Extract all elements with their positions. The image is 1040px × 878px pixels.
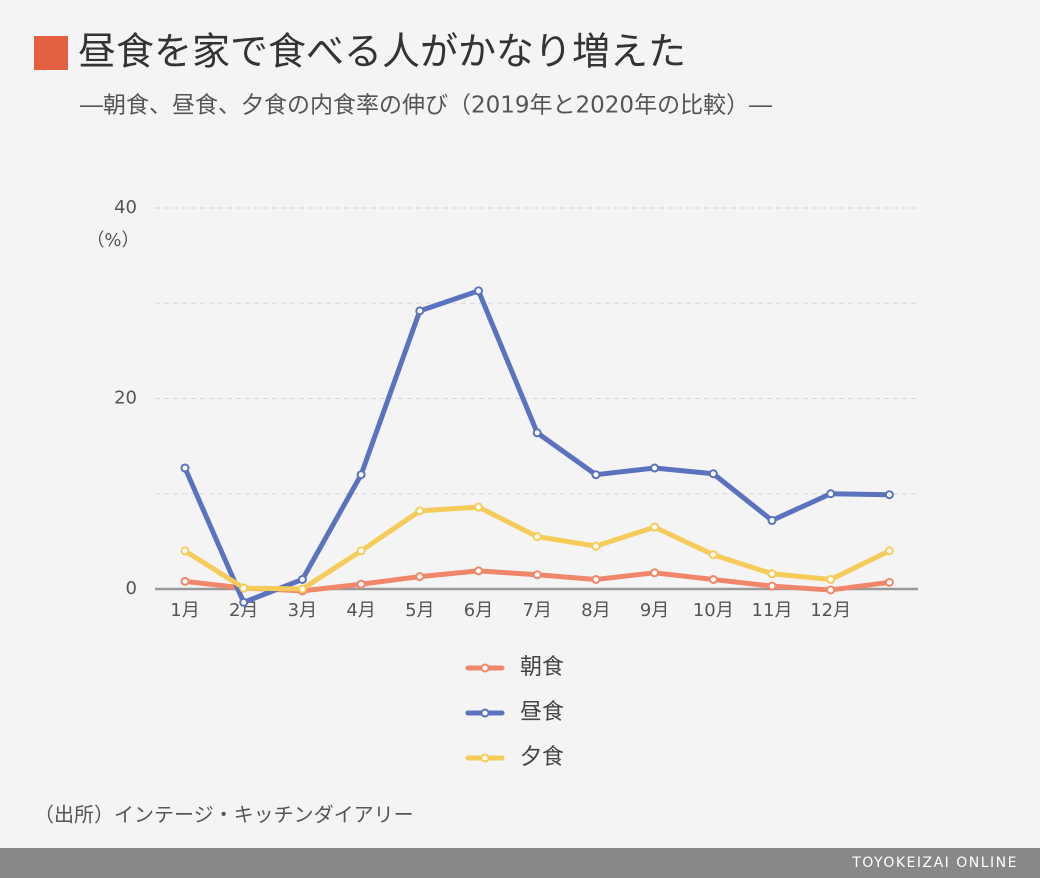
point xyxy=(415,572,425,582)
point xyxy=(767,515,777,525)
point xyxy=(708,574,718,584)
point xyxy=(297,574,307,584)
point xyxy=(591,574,601,584)
point xyxy=(591,541,601,551)
x-tick-label: 10月 xyxy=(693,600,734,621)
chart-subtitle: ―朝食、昼食、夕食の内食率の伸び（2019年と2020年の比較）― xyxy=(80,93,772,119)
point xyxy=(532,570,542,580)
x-tick-label: 12月 xyxy=(810,600,851,621)
x-tick-label: 6月 xyxy=(464,600,493,621)
x-tick-label: 3月 xyxy=(288,600,317,621)
y-unit: （%） xyxy=(86,230,139,251)
point xyxy=(356,470,366,480)
legend-label: 夕食 xyxy=(520,745,564,770)
point xyxy=(591,470,601,480)
point xyxy=(356,579,366,589)
legend-label: 朝食 xyxy=(520,655,564,680)
x-tick-label: 4月 xyxy=(346,600,375,621)
legend-marker xyxy=(480,663,490,673)
y-tick-label: 40 xyxy=(114,197,137,218)
x-tick-label: 7月 xyxy=(522,600,551,621)
x-tick-label: 5月 xyxy=(405,600,434,621)
point xyxy=(474,502,483,512)
point xyxy=(180,576,190,586)
point xyxy=(650,463,660,473)
point xyxy=(239,583,249,593)
point xyxy=(180,546,190,556)
point xyxy=(532,428,542,438)
point xyxy=(767,581,777,591)
y-tick-label: 0 xyxy=(126,578,137,599)
point xyxy=(415,306,425,316)
x-tick-label: 11月 xyxy=(752,600,793,621)
x-tick-label: 1月 xyxy=(170,600,199,621)
y-tick-label: 20 xyxy=(114,388,137,409)
point xyxy=(884,546,894,556)
point xyxy=(884,490,894,500)
footer-bar xyxy=(0,848,1040,878)
legend-marker xyxy=(480,708,490,718)
point xyxy=(297,584,307,594)
point xyxy=(239,597,249,607)
point xyxy=(767,569,777,579)
brand: TOYOKEIZAI ONLINE xyxy=(851,855,1018,871)
legend-label: 昼食 xyxy=(520,700,564,725)
point xyxy=(708,550,718,560)
point xyxy=(474,286,483,296)
chart-title: 昼食を家で食べる人がかなり増えた xyxy=(78,30,686,74)
point xyxy=(180,463,190,473)
source: （出所）インテージ・キッチンダイアリー xyxy=(34,803,414,827)
point xyxy=(826,585,836,595)
point xyxy=(650,522,660,532)
point xyxy=(356,546,366,556)
point xyxy=(650,568,660,578)
point xyxy=(826,489,836,499)
title-marker xyxy=(34,36,68,70)
legend-marker xyxy=(480,753,490,763)
point xyxy=(474,566,483,576)
point xyxy=(532,532,542,542)
x-tick-label: 9月 xyxy=(640,600,669,621)
x-tick-label: 2月 xyxy=(229,600,258,621)
point xyxy=(415,506,425,516)
point xyxy=(708,469,718,479)
point xyxy=(826,574,836,584)
point xyxy=(884,577,894,587)
x-tick-label: 8月 xyxy=(581,600,610,621)
